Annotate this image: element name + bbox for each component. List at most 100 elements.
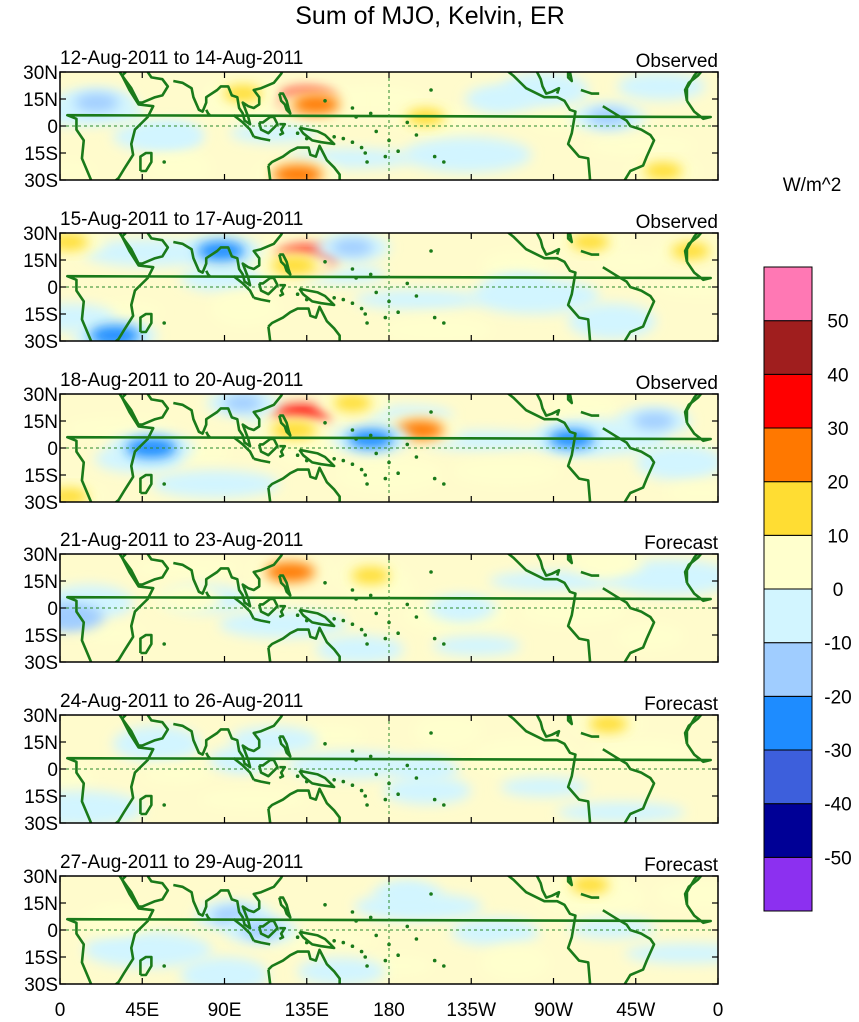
island [396, 471, 400, 476]
panel-6: 30N 15N 0 15S 30S 27-Aug-2011 to 29-Aug-2011 F… [23, 852, 719, 996]
coastline [506, 394, 592, 502]
field-patch [413, 715, 482, 750]
panel-period: 15-Aug-2011 to 17-Aug-2011 [60, 209, 303, 230]
lat-label: 15S [24, 948, 58, 969]
coastline [120, 233, 170, 265]
anomaly-cell [272, 164, 323, 180]
island [354, 919, 358, 923]
lat-label: 15S [24, 305, 58, 326]
anomaly-cell [265, 562, 316, 582]
coastline [566, 233, 574, 244]
island [162, 321, 166, 325]
island [350, 783, 355, 787]
island [368, 915, 373, 920]
anomaly-field [60, 233, 718, 341]
island [396, 310, 400, 315]
panel-period: 18-Aug-2011 to 20-Aug-2011 [60, 370, 303, 391]
coastline [602, 105, 656, 180]
anomaly-cell [570, 876, 610, 894]
anomaly-cell [291, 94, 340, 115]
island [405, 281, 410, 286]
anomaly-cell [223, 85, 263, 103]
lat-label: 30N [23, 706, 58, 727]
field-patch [587, 135, 696, 156]
lon-label: 45W [616, 1000, 655, 1021]
coastline [278, 92, 292, 115]
island [368, 272, 373, 277]
coastline [253, 617, 271, 624]
island [365, 160, 369, 164]
field-patch [229, 123, 318, 144]
coastline [257, 758, 279, 778]
coastline [173, 72, 284, 126]
field-patch [60, 764, 94, 792]
panel-kind: Forecast [644, 694, 719, 715]
island [365, 321, 369, 325]
island [295, 613, 300, 617]
island [323, 421, 327, 425]
coastline [278, 253, 292, 276]
coastline [66, 72, 712, 180]
island [414, 133, 419, 137]
island [432, 958, 437, 963]
field-patch [598, 251, 667, 272]
coastline [580, 410, 600, 417]
coastline [683, 876, 703, 906]
island [341, 136, 346, 141]
lat-label: 30S [24, 332, 58, 353]
coastline [205, 431, 211, 439]
coastline [205, 913, 211, 921]
lon-label: 0 [713, 1000, 724, 1021]
field-patch [500, 777, 589, 797]
colorbar-box [763, 588, 813, 644]
island [414, 615, 419, 619]
island [429, 892, 433, 896]
island [323, 581, 327, 585]
coastline [566, 554, 574, 565]
island [363, 151, 368, 155]
coastline [506, 876, 592, 984]
colorbar-box [763, 856, 813, 912]
coastline [298, 608, 336, 628]
anomaly-cell [60, 608, 88, 626]
lat-label: 30N [23, 63, 58, 84]
anomaly-cell [333, 394, 372, 412]
island [429, 731, 433, 735]
coastline [602, 909, 656, 984]
island [414, 776, 419, 780]
coastline [66, 715, 712, 823]
coastline [602, 266, 656, 341]
island [368, 111, 373, 116]
field-patch [354, 289, 483, 310]
lat-label: 15S [24, 144, 58, 165]
island [363, 312, 368, 316]
coastline [278, 414, 292, 437]
island [396, 953, 400, 957]
coastline [278, 765, 287, 780]
anomaly-field [60, 554, 718, 662]
coastline [566, 715, 574, 726]
lat-label: 0 [47, 599, 58, 620]
field-patch [624, 943, 718, 964]
island [323, 260, 327, 264]
coastline [173, 233, 284, 287]
island [414, 294, 419, 298]
coastline [535, 715, 561, 738]
island [442, 803, 446, 807]
colorbar-label: -40 [824, 795, 851, 816]
island [341, 940, 346, 945]
island [162, 642, 166, 646]
colorbar-units: W/m^2 [783, 175, 842, 196]
coastline [535, 394, 561, 417]
coastline [205, 591, 211, 599]
field-patch [315, 635, 404, 662]
field-patch [142, 764, 211, 785]
panel-period: 12-Aug-2011 to 14-Aug-2011 [60, 48, 303, 69]
island [304, 618, 309, 623]
coastline [139, 151, 153, 173]
lat-label: 15S [24, 787, 58, 808]
island [304, 297, 309, 302]
island [332, 296, 336, 300]
island [162, 803, 166, 807]
coastline [139, 473, 153, 495]
